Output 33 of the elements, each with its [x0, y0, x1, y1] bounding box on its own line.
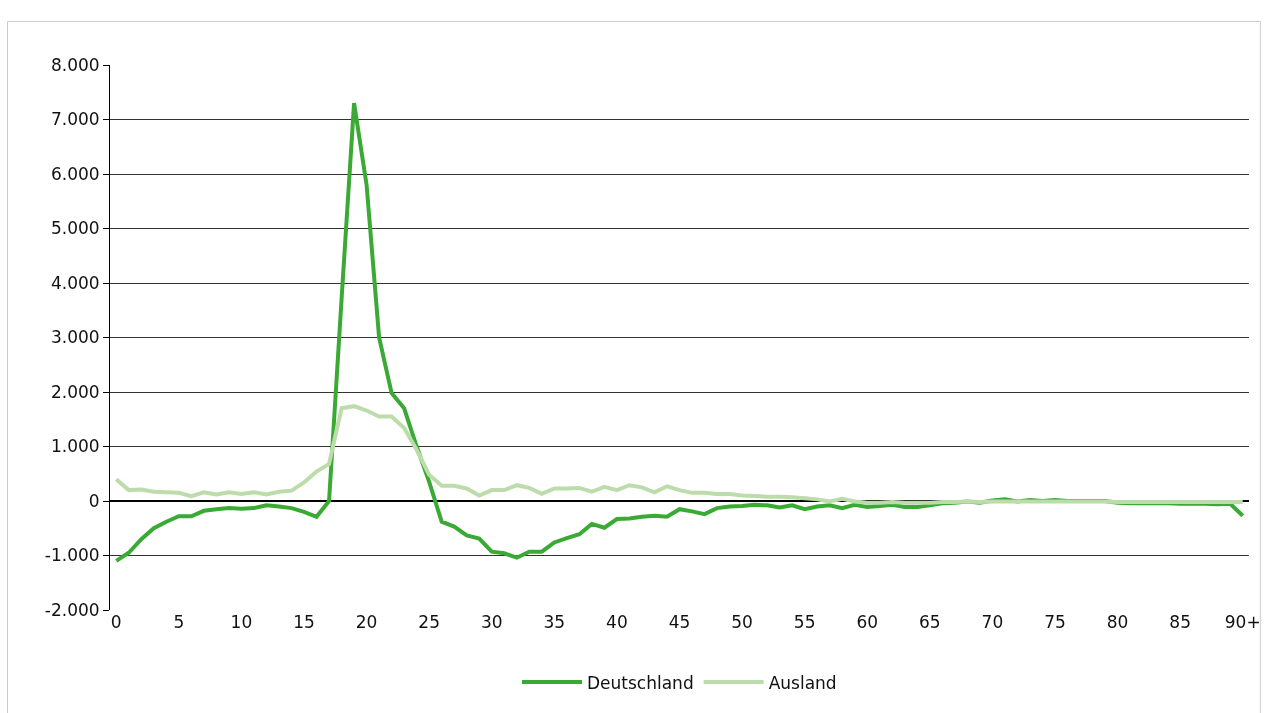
x-tick-label: 65 [919, 612, 941, 632]
y-tick-label: 2.000 [50, 381, 100, 402]
x-tick-label: 50 [731, 612, 753, 632]
x-tick-label: 5 [173, 612, 185, 632]
x-tick-label: 80 [1106, 612, 1129, 632]
y-tick-label: 5.000 [50, 218, 100, 239]
x-tick-label: 45 [668, 612, 691, 632]
legend-label: Ausland [768, 672, 837, 693]
y-tick-label: 4.000 [50, 272, 100, 293]
x-tick-label: 40 [606, 612, 628, 632]
x-tick-label: 10 [230, 612, 253, 632]
y-tick-label: 8.000 [50, 54, 100, 75]
x-tick-label: 35 [543, 612, 566, 632]
y-tick-label: -2.000 [44, 599, 100, 620]
x-tick-label: 25 [418, 612, 440, 632]
x-tick-label: 55 [793, 612, 816, 632]
y-tick-label: 3.000 [50, 327, 100, 348]
y-tick-label: 1.000 [50, 436, 100, 457]
legend-label: Deutschland [587, 672, 694, 693]
x-tick-label: 20 [355, 612, 378, 632]
line-series [114, 404, 1245, 505]
x-tick-label: 0 [110, 612, 122, 632]
x-tick-label: 75 [1044, 612, 1066, 632]
x-tick-label: 90+ [1224, 612, 1261, 632]
y-tick-label: -1.000 [44, 545, 100, 566]
x-tick-label: 70 [981, 612, 1004, 632]
x-tick-label: 30 [480, 612, 503, 632]
x-tick-label: 15 [293, 612, 315, 632]
x-tick-label: 60 [856, 612, 879, 632]
x-tick-label: 85 [1169, 612, 1191, 632]
y-tick-label: 7.000 [50, 109, 100, 130]
y-tick-label: 0 [88, 490, 100, 511]
y-tick-label: 6.000 [50, 163, 100, 184]
